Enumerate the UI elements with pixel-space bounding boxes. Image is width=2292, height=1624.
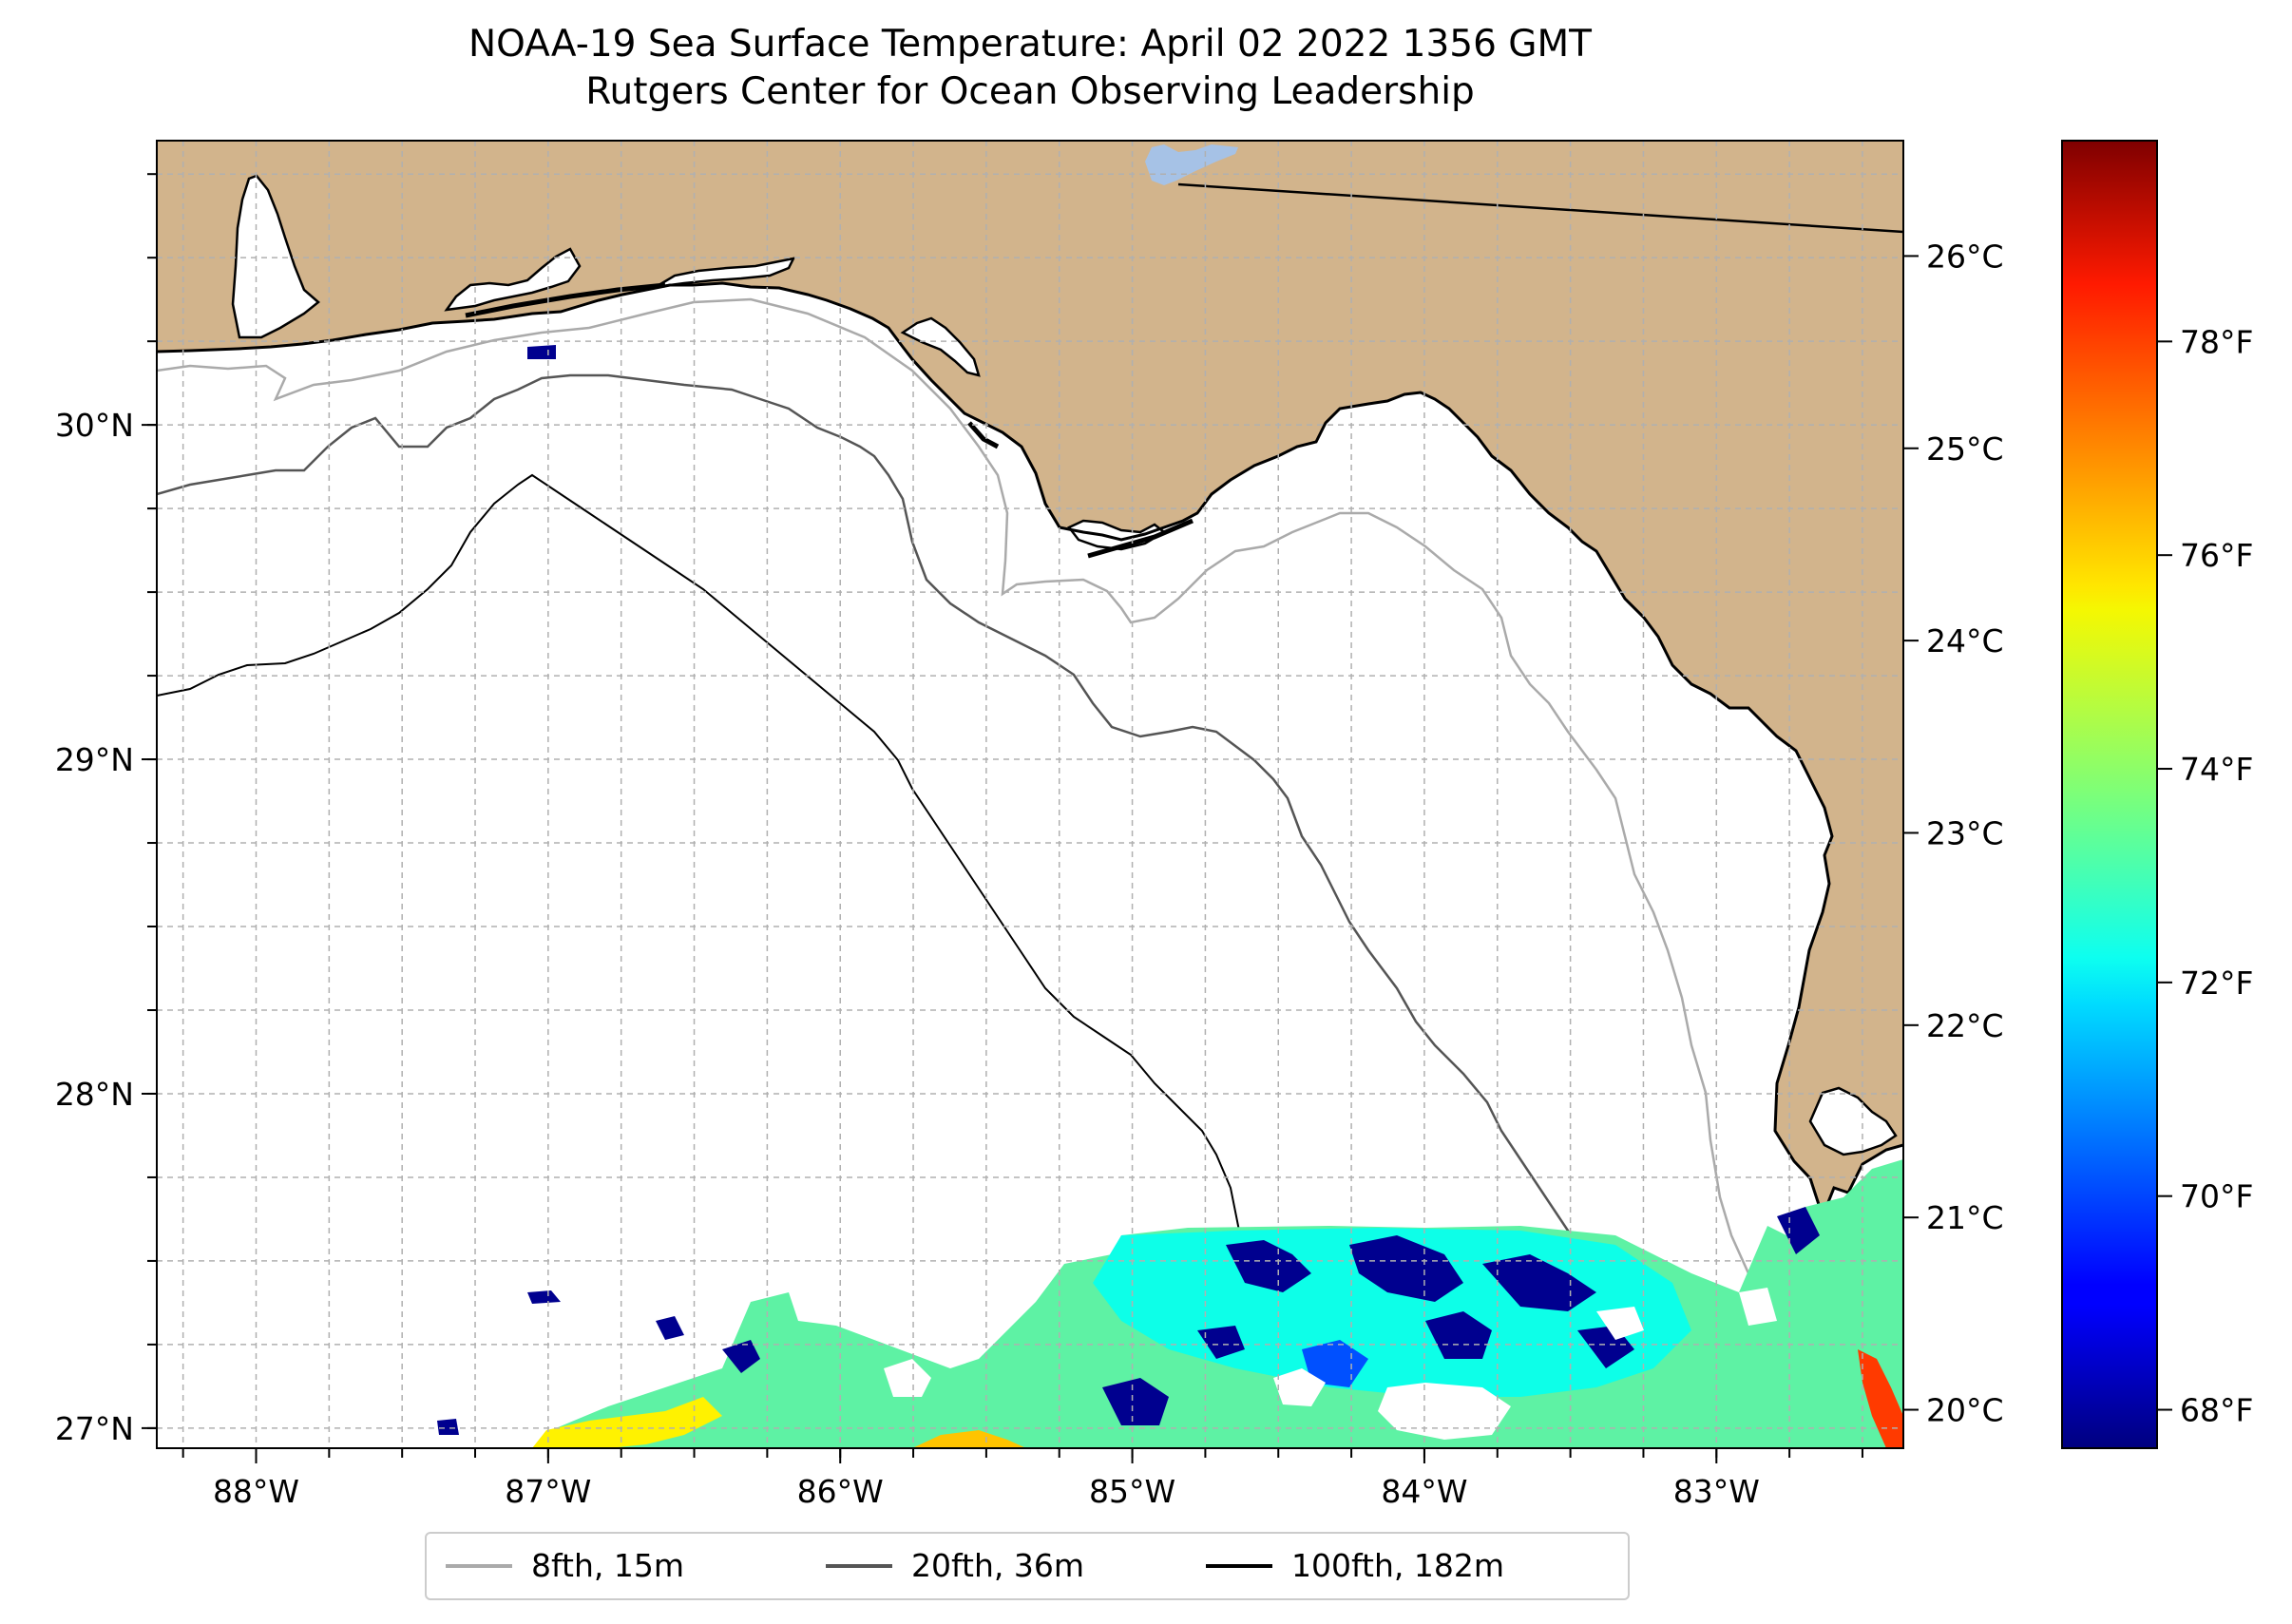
contour-20fth-36m	[157, 373, 1703, 1448]
land-mass	[157, 141, 1903, 1216]
map-area	[156, 140, 1904, 1449]
state-boundary	[1177, 182, 1903, 234]
choctawhatchee-bay	[655, 257, 796, 289]
celsius-tick-label: 21°C	[1926, 1199, 2004, 1236]
tampa-bay	[1808, 1086, 1898, 1156]
lat-tick-label: 30°N	[55, 407, 134, 444]
contour-8fth-15m	[157, 297, 1874, 1448]
map-frame	[156, 140, 1904, 1449]
title-line-2: Rutgers Center for Ocean Observing Leade…	[585, 70, 1475, 113]
colorbar-gradient	[2061, 140, 2158, 1449]
legend-label-100fth: 100fth, 182m	[1291, 1547, 1504, 1584]
gridlines	[157, 141, 1903, 1448]
celsius-tick-label: 24°C	[1926, 622, 2004, 659]
fahrenheit-tick-label: 72°F	[2180, 965, 2253, 1002]
celsius-tick-label: 26°C	[1926, 238, 2004, 275]
legend-label-8fth: 8fth, 15m	[531, 1547, 685, 1584]
fahrenheit-tick-label: 70°F	[2180, 1178, 2253, 1215]
lon-tick-label: 86°W	[797, 1473, 884, 1510]
legend-swatch-20fth	[826, 1564, 892, 1568]
lon-tick-label: 83°W	[1673, 1473, 1760, 1510]
contour-100fth-182m	[157, 473, 1274, 1448]
latitude-axis: 27°N 28°N 29°N 30°N	[55, 173, 157, 1447]
fahrenheit-tick-label: 74°F	[2180, 751, 2253, 788]
lat-tick-label: 28°N	[55, 1076, 134, 1113]
celsius-tick-label: 25°C	[1926, 430, 2004, 468]
celsius-tick-label: 23°C	[1926, 814, 2004, 851]
chart-title: NOAA-19 Sea Surface Temperature: April 0…	[157, 21, 1903, 116]
title-line-1: NOAA-19 Sea Surface Temperature: April 0…	[468, 23, 1593, 66]
legend-swatch-8fth	[446, 1564, 512, 1568]
fahrenheit-tick-label: 68°F	[2180, 1392, 2253, 1429]
fahrenheit-tick-label: 76°F	[2180, 537, 2253, 574]
celsius-axis: 20°C 21°C 22°C 23°C 24°C 25°C 26°C	[1903, 238, 2004, 1429]
celsius-tick-label: 22°C	[1926, 1007, 2004, 1044]
lon-tick-label: 87°W	[505, 1473, 591, 1510]
lat-tick-label: 27°N	[55, 1410, 134, 1447]
lon-tick-label: 88°W	[213, 1473, 299, 1510]
fahrenheit-axis: 68°F 70°F 72°F 74°F 76°F 78°F	[2157, 323, 2253, 1429]
mobile-bay	[231, 174, 320, 339]
celsius-tick-label: 20°C	[1926, 1392, 2004, 1429]
sst-swath	[437, 345, 1903, 1448]
coastline	[157, 281, 1903, 1221]
pensacola-bay	[444, 247, 582, 312]
st-andrew-bay	[900, 316, 981, 377]
legend: 8fth, 15m 20fth, 36m 100fth, 182m	[425, 1532, 1630, 1600]
longitude-axis: 88°W 87°W 86°W 85°W 84°W 83°W	[181, 1448, 1863, 1510]
lake	[1145, 144, 1238, 185]
legend-swatch-100fth	[1206, 1564, 1272, 1568]
legend-label-20fth: 20fth, 36m	[911, 1547, 1084, 1584]
colorbar: 68°F 70°F 72°F 74°F 76°F 78°F	[2061, 140, 2253, 1449]
lon-tick-label: 84°W	[1381, 1473, 1467, 1510]
lat-tick-label: 29°N	[55, 741, 134, 778]
barrier-islands	[465, 282, 1194, 559]
fahrenheit-tick-label: 78°F	[2180, 323, 2253, 360]
lon-tick-label: 85°W	[1089, 1473, 1175, 1510]
